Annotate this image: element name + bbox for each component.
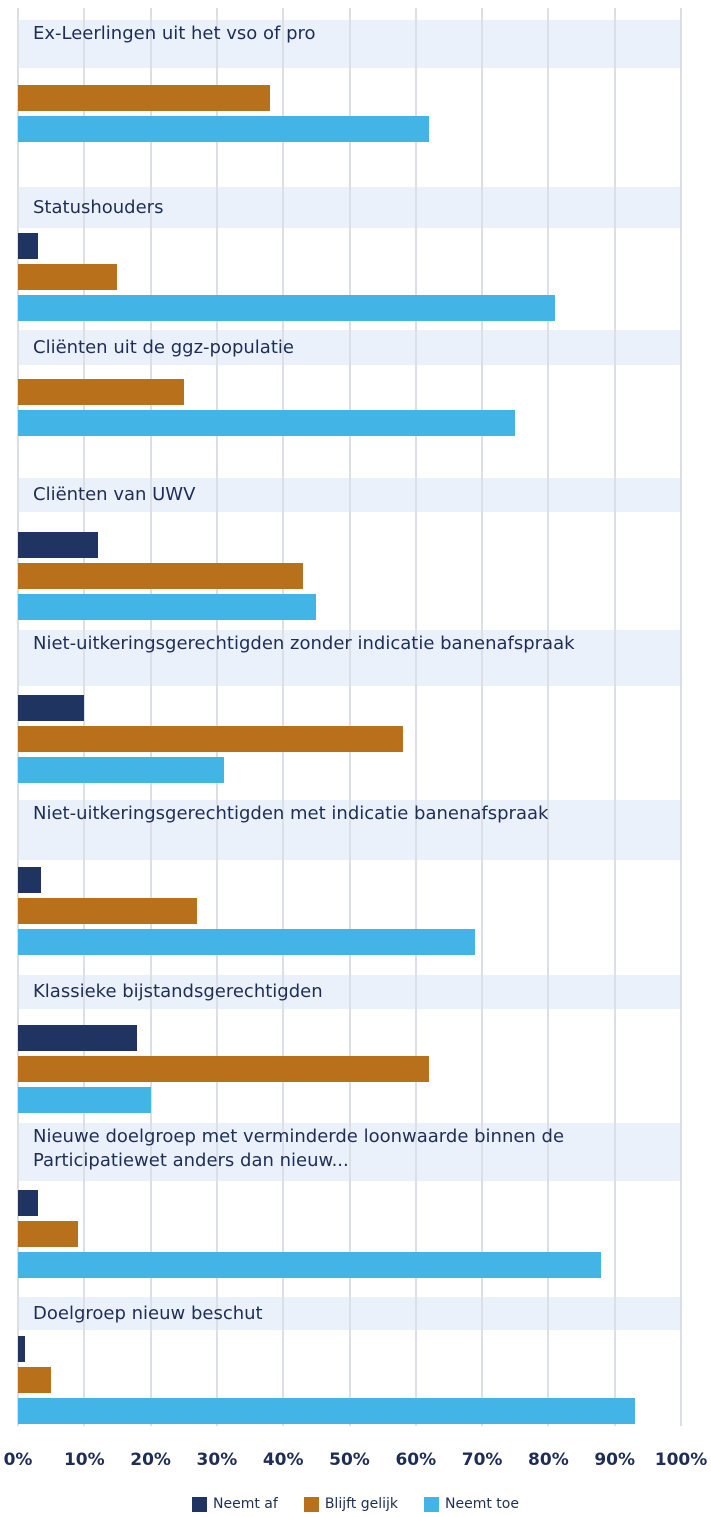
category-label: Doelgroep nieuw beschut xyxy=(33,1302,263,1324)
category-label: Cliënten van UWV xyxy=(33,484,196,505)
bar xyxy=(18,295,556,321)
legend-swatch xyxy=(424,1496,439,1512)
bar xyxy=(18,1336,25,1362)
category-label: Niet-uitkeringsgerechtigden zonder indic… xyxy=(33,633,575,654)
bar xyxy=(18,1056,430,1082)
bar xyxy=(18,116,430,142)
legend-label: Neemt af xyxy=(213,1496,278,1512)
x-tick-label: 10% xyxy=(63,1450,105,1470)
bar xyxy=(18,1367,52,1393)
grid-line xyxy=(149,8,152,1426)
bar xyxy=(18,1190,38,1216)
legend-item: Blijft gelijk xyxy=(303,1496,398,1512)
legend: Neemt af Blijft gelijk Neemt toe xyxy=(0,1496,711,1512)
bar xyxy=(18,594,317,620)
grid-line xyxy=(613,8,616,1426)
x-tick-label: 0% xyxy=(3,1450,33,1470)
grid-line xyxy=(348,8,351,1426)
category-label: Statushouders xyxy=(33,196,164,218)
grid-line xyxy=(481,8,484,1426)
category-label: Ex-Leerlingen uit het vso of pro xyxy=(33,23,316,44)
x-tick-label: 70% xyxy=(461,1450,503,1470)
legend-item: Neemt toe xyxy=(424,1496,519,1512)
x-tick-label: 50% xyxy=(329,1450,370,1470)
legend-label: Neemt toe xyxy=(445,1496,519,1512)
category-label: Niet-uitkeringsgerechtigden met indicati… xyxy=(33,803,549,824)
bar xyxy=(18,1398,635,1424)
bar xyxy=(18,898,197,924)
bar xyxy=(18,1221,78,1247)
x-tick-label: 60% xyxy=(395,1450,437,1470)
bar xyxy=(18,929,476,955)
legend-item: Neemt af xyxy=(192,1496,278,1512)
x-tick-label: 80% xyxy=(528,1450,569,1470)
legend-swatch xyxy=(303,1496,319,1512)
bar xyxy=(18,757,224,783)
category-label: Cliënten uit de ggz-populatie xyxy=(33,336,294,358)
x-tick-label: 100% xyxy=(654,1450,708,1470)
category-label: Nieuwe doelgroep met verminderde loonwaa… xyxy=(33,1126,565,1171)
legend-label: Blijft gelijk xyxy=(324,1496,398,1512)
bar xyxy=(18,264,118,290)
bar xyxy=(18,532,98,558)
bar xyxy=(18,1025,138,1051)
bar xyxy=(18,379,184,405)
bar xyxy=(18,1252,602,1278)
grid-line xyxy=(680,8,682,1426)
bar xyxy=(18,726,403,752)
legend-swatch xyxy=(192,1496,208,1512)
bar xyxy=(18,410,516,436)
bar xyxy=(18,85,270,111)
grid-line xyxy=(215,8,218,1426)
category-label: Klassieke bijstandsgerechtigden xyxy=(33,981,323,1002)
x-tick-label: 90% xyxy=(594,1450,636,1470)
bar xyxy=(18,867,42,893)
grid-line xyxy=(414,8,417,1426)
bar xyxy=(18,233,38,259)
bar xyxy=(18,695,85,721)
grid-line xyxy=(282,8,285,1426)
x-tick-label: 40% xyxy=(262,1450,304,1470)
grid-line xyxy=(83,8,86,1426)
bar xyxy=(18,563,304,589)
bar xyxy=(18,1087,151,1113)
x-tick-label: 30% xyxy=(196,1450,238,1470)
grid-line xyxy=(547,8,550,1426)
x-tick-label: 20% xyxy=(130,1450,171,1470)
